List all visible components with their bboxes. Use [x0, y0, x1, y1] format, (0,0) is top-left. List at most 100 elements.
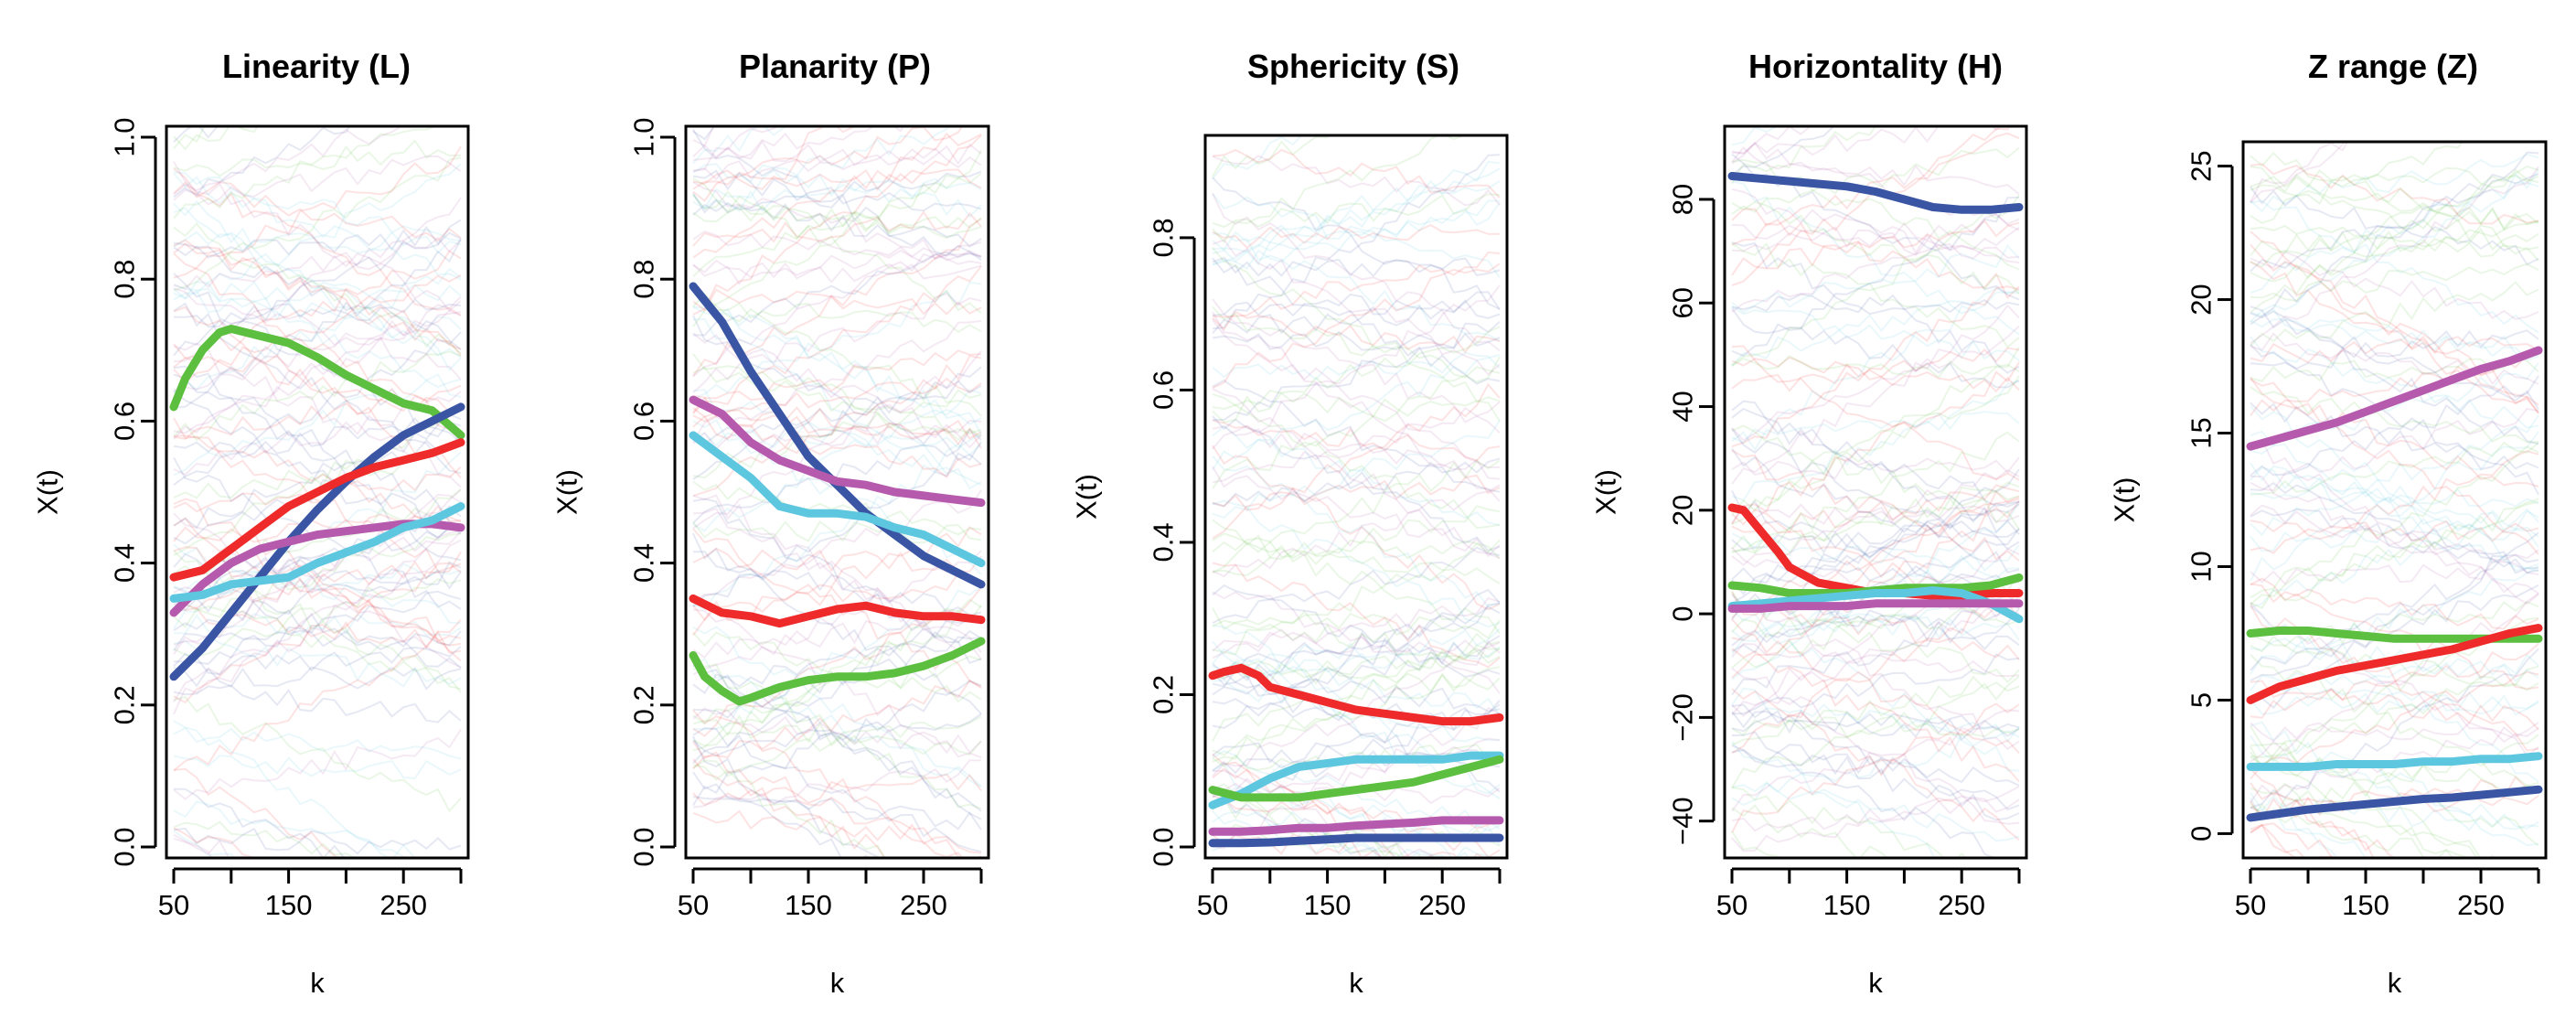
background-trace — [173, 504, 462, 543]
background-trace — [2250, 822, 2337, 858]
background-trace — [1731, 354, 2020, 380]
background-trace — [1212, 232, 1501, 342]
background-trace — [2250, 407, 2539, 492]
background-trace — [2250, 386, 2539, 444]
background-trace — [173, 155, 462, 206]
background-trace — [173, 666, 462, 691]
background-traces — [1731, 126, 2020, 858]
background-trace — [1212, 519, 1501, 635]
background-trace — [692, 293, 982, 334]
x-tick-label: 150 — [1823, 889, 1871, 921]
background-trace — [1212, 318, 1501, 502]
background-trace — [173, 238, 462, 409]
background-trace — [1731, 597, 2020, 643]
background-trace — [1212, 389, 1501, 423]
background-trace — [1212, 605, 1501, 688]
background-trace — [173, 221, 462, 355]
background-trace — [173, 618, 462, 772]
background-trace — [173, 126, 259, 151]
background-trace — [1212, 644, 1500, 742]
background-trace — [2250, 482, 2539, 508]
background-trace — [1731, 431, 2020, 554]
background-trace — [1212, 602, 1501, 680]
background-trace — [1731, 347, 2020, 392]
x-axis-label: k — [1349, 967, 1363, 999]
background-trace — [1731, 243, 2020, 314]
background-trace — [173, 267, 462, 394]
background-trace — [173, 466, 462, 513]
background-trace — [692, 149, 982, 327]
series-line-red — [169, 438, 465, 582]
background-trace — [692, 305, 982, 425]
background-trace — [1731, 715, 2020, 738]
background-trace — [1731, 126, 1876, 185]
background-trace — [2250, 332, 2539, 386]
x-tick-label: 50 — [158, 889, 189, 921]
background-trace — [692, 143, 982, 181]
background-trace — [692, 317, 982, 490]
y-axis-label: X(t) — [2109, 477, 2141, 523]
background-trace — [1212, 420, 1501, 520]
background-trace — [2250, 250, 2539, 320]
series-line-blue — [2246, 785, 2543, 822]
background-trace — [1731, 528, 2020, 654]
background-trace — [1731, 796, 2020, 832]
background-trace — [2250, 173, 2539, 273]
background-trace — [1731, 709, 2020, 734]
background-trace — [173, 505, 462, 613]
background-trace — [2250, 227, 2539, 256]
background-trace — [1731, 484, 2020, 534]
background-trace — [1731, 740, 1936, 858]
background-trace — [1731, 307, 2020, 389]
y-tick-label: 0 — [2186, 826, 2218, 841]
background-trace — [1212, 424, 1501, 527]
background-trace — [692, 626, 982, 788]
background-trace — [173, 416, 462, 458]
background-trace — [2250, 343, 2539, 496]
x-tick-label: 250 — [1938, 889, 1985, 921]
background-trace — [2250, 430, 2539, 573]
background-trace — [1212, 619, 1501, 665]
background-trace — [173, 295, 462, 440]
background-trace — [692, 764, 886, 858]
y-axis-label: X(t) — [1590, 469, 1622, 515]
background-trace — [692, 350, 982, 530]
background-trace — [2250, 792, 2368, 858]
series-line-red — [689, 594, 986, 628]
background-trace — [692, 241, 982, 378]
background-trace — [692, 680, 982, 807]
background-trace — [692, 265, 982, 414]
plot-frame — [165, 124, 470, 860]
background-trace — [173, 172, 462, 281]
background-trace — [2250, 670, 2539, 780]
background-trace — [1212, 666, 1501, 756]
background-trace — [2250, 329, 2539, 370]
y-tick-label: 20 — [2186, 284, 2218, 315]
background-trace — [173, 560, 462, 611]
background-trace — [1212, 247, 1501, 403]
background-trace — [1731, 428, 2020, 551]
background-trace — [1731, 153, 2020, 301]
background-trace — [2250, 450, 2539, 554]
background-trace — [692, 443, 982, 611]
background-trace — [1212, 627, 1501, 674]
background-trace — [1212, 584, 1501, 679]
background-trace — [173, 167, 462, 316]
plot-frame — [2241, 140, 2548, 860]
background-trace — [692, 354, 982, 498]
background-trace — [1731, 456, 2020, 480]
background-trace — [173, 390, 462, 562]
background-trace — [692, 389, 982, 479]
background-trace — [1731, 305, 2020, 361]
background-trace — [2250, 721, 2539, 744]
background-trace — [1731, 126, 1835, 177]
series-line-green — [169, 325, 465, 440]
background-trace — [2250, 378, 2539, 555]
background-trace — [173, 539, 462, 715]
x-tick-label: 250 — [900, 889, 947, 921]
background-trace — [2250, 642, 2539, 719]
background-trace — [173, 788, 346, 858]
background-trace — [2250, 520, 2539, 543]
background-trace — [173, 250, 462, 369]
